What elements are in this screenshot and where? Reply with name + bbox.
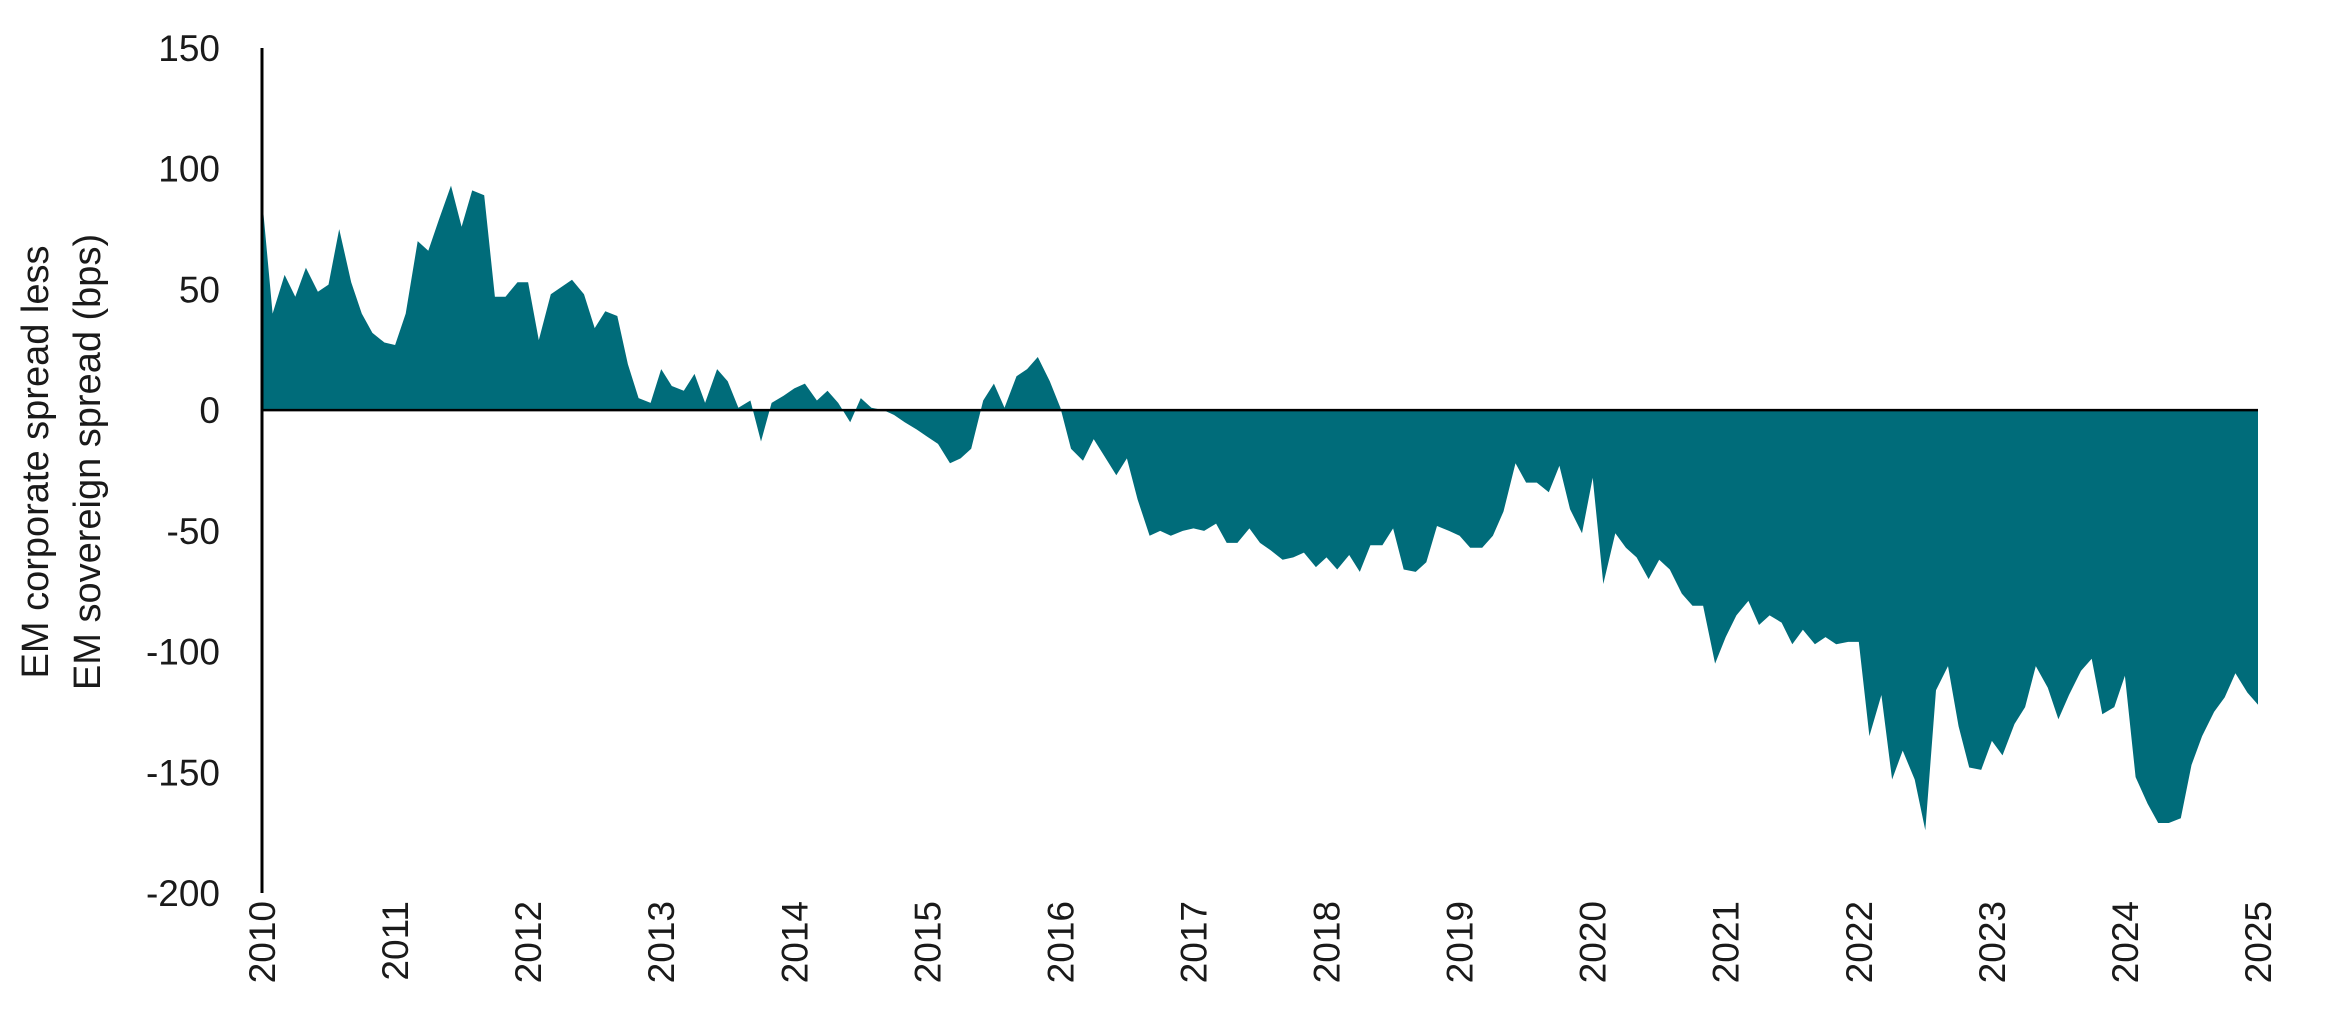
x-tick-label: 2021 — [1706, 901, 1747, 983]
x-tick-label: 2018 — [1307, 901, 1348, 983]
x-tick-label: 2013 — [641, 901, 682, 983]
x-tick-label: 2023 — [1972, 901, 2013, 983]
x-tick-label: 2016 — [1040, 901, 1081, 983]
y-tick-label: 150 — [158, 28, 220, 69]
series-area — [262, 185, 2258, 831]
x-tick-label: 2022 — [1839, 901, 1880, 983]
x-tick-label: 2015 — [907, 901, 948, 983]
y-tick-label: -100 — [146, 632, 220, 673]
y-tick-label: 0 — [199, 390, 220, 431]
x-tick-label: 2014 — [774, 901, 815, 983]
x-tick-label: 2019 — [1440, 901, 1481, 983]
y-tick-label: -150 — [146, 752, 220, 793]
x-tick-label: 2010 — [242, 901, 283, 983]
x-tick-label: 2012 — [508, 901, 549, 983]
x-tick-label: 2011 — [375, 901, 416, 981]
y-tick-label: -50 — [167, 511, 220, 552]
x-tick-label: 2017 — [1174, 901, 1215, 983]
y-tick-label: 100 — [158, 149, 220, 190]
x-axis-ticks: 2010 2011 2012 2013 2014 2015 2016 2017 2018 2019… — [242, 901, 2279, 983]
y-axis-title: EM corporate spread less EM sovereign sp… — [15, 234, 109, 690]
x-tick-label: 2025 — [2238, 901, 2279, 983]
y-axis-title-line-1: EM corporate spread less — [15, 246, 57, 679]
y-axis-title-line-2: EM sovereign spread (bps) — [67, 234, 109, 690]
x-tick-label: 2024 — [2105, 901, 2146, 983]
x-tick-label: 2020 — [1573, 901, 1614, 983]
y-tick-label: -200 — [146, 873, 220, 914]
y-tick-label: 50 — [179, 269, 220, 310]
y-axis-ticks: 150 100 50 0 -50 -100 -150 -200 — [146, 28, 220, 914]
